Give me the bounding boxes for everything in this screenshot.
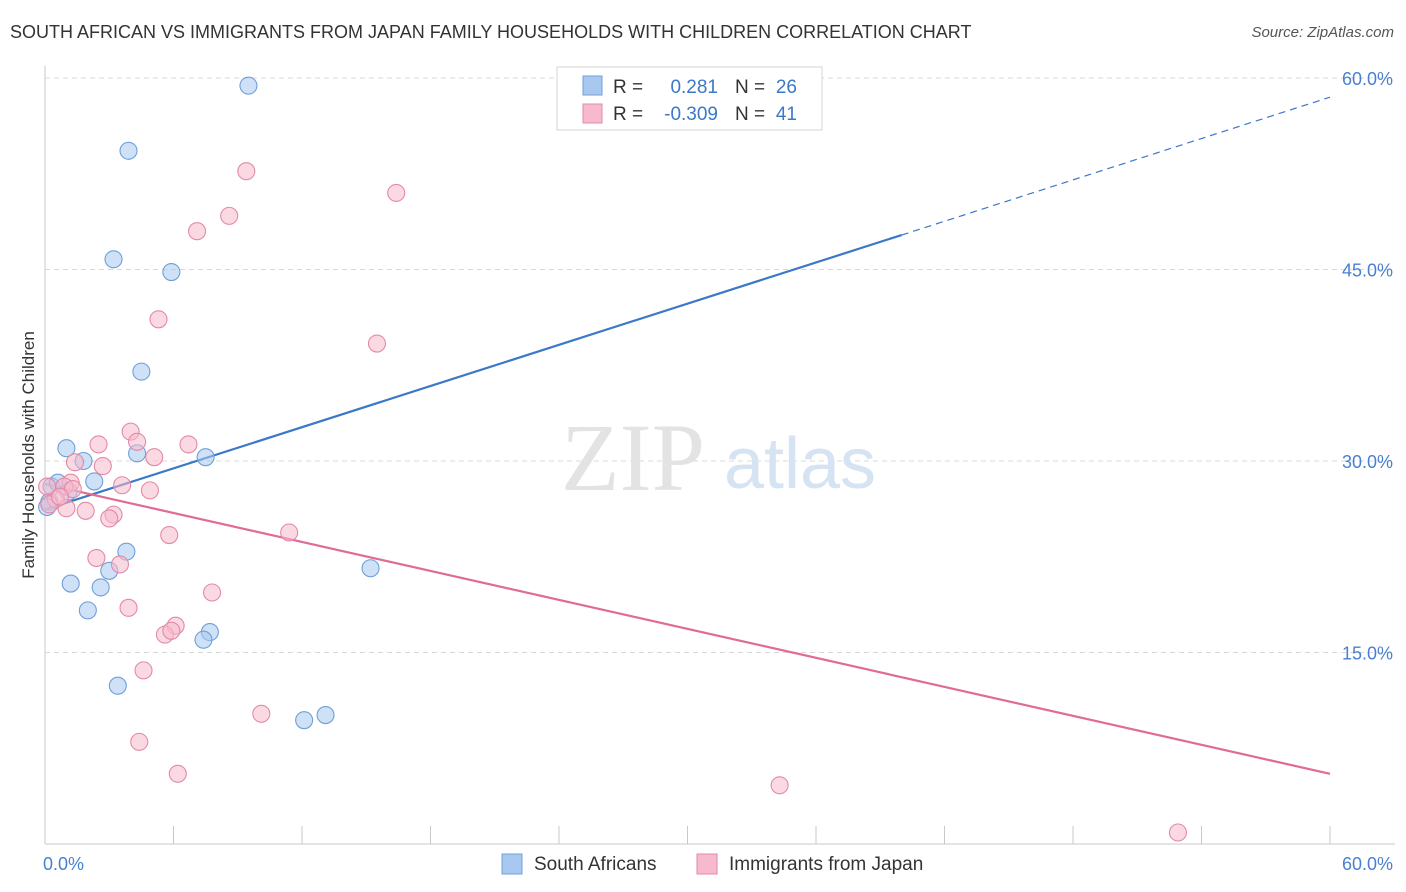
tick-labels: 15.0% 30.0% 45.0% 60.0% 0.0% 60.0%: [43, 69, 1393, 874]
point-immigrants-japan: [113, 476, 132, 495]
point-immigrants-japan: [770, 776, 789, 795]
point-immigrants-japan: [179, 435, 198, 454]
y-axis-label: Family Households with Children: [19, 331, 38, 579]
trendline-immigrants-japan: [44, 482, 1331, 775]
n-value-blue: 26: [776, 77, 797, 98]
point-south-africans: [239, 76, 258, 95]
point-south-africans: [119, 141, 138, 160]
point-immigrants-japan: [110, 555, 130, 574]
point-immigrants-japan: [140, 481, 159, 500]
r-label-pink: R =: [613, 104, 643, 125]
trend-lines: [44, 96, 1331, 775]
point-south-africans: [194, 630, 213, 649]
point-immigrants-japan: [128, 432, 147, 451]
point-immigrants-japan: [38, 477, 57, 496]
grid-lines: [45, 77, 1395, 653]
point-south-africans: [162, 263, 181, 282]
legend-label-south-africans: South Africans: [534, 854, 657, 875]
trendline-south-africans: [44, 233, 903, 511]
point-south-africans: [57, 439, 76, 458]
point-immigrants-japan: [203, 583, 222, 602]
point-south-africans: [196, 448, 215, 467]
n-value-pink: 41: [776, 104, 797, 125]
point-immigrants-japan: [237, 162, 256, 181]
pink-swatch: [582, 103, 603, 124]
point-south-africans: [295, 711, 314, 730]
point-immigrants-japan: [220, 206, 239, 225]
point-immigrants-japan: [367, 334, 387, 353]
y-tick-label: 60.0%: [1342, 69, 1393, 89]
chart-title: SOUTH AFRICAN VS IMMIGRANTS FROM JAPAN F…: [10, 22, 972, 42]
point-south-africans: [85, 472, 104, 491]
point-immigrants-japan: [149, 310, 168, 329]
n-label-blue: N =: [735, 77, 765, 98]
n-label-pink: N =: [735, 104, 765, 125]
point-south-africans: [104, 250, 123, 269]
point-immigrants-japan: [93, 457, 112, 476]
point-immigrants-japan: [87, 548, 106, 568]
series-legend: South Africans Immigrants from Japan: [501, 853, 923, 875]
r-label-blue: R =: [613, 77, 643, 98]
point-south-africans: [91, 578, 110, 597]
point-south-africans: [61, 574, 80, 593]
point-immigrants-japan: [76, 501, 95, 520]
r-value-pink: -0.309: [664, 104, 718, 125]
point-immigrants-japan: [1168, 823, 1187, 842]
blue-swatch: [582, 75, 603, 96]
point-immigrants-japan: [130, 732, 149, 751]
point-immigrants-japan: [280, 523, 299, 542]
point-immigrants-japan: [100, 509, 119, 528]
legend-label-immigrants-japan: Immigrants from Japan: [729, 854, 923, 875]
watermark-atlas: atlas: [724, 424, 876, 504]
point-immigrants-japan: [252, 704, 271, 723]
point-immigrants-japan: [188, 222, 207, 241]
point-immigrants-japan: [387, 183, 406, 202]
legend-swatch-immigrants-japan: [696, 853, 718, 875]
y-tick-label: 30.0%: [1342, 452, 1393, 472]
axes: [44, 66, 1395, 845]
point-immigrants-japan: [134, 661, 153, 680]
source-label: Source: ZipAtlas.com: [1251, 24, 1394, 41]
point-south-africans: [361, 559, 380, 578]
point-immigrants-japan: [145, 448, 164, 467]
legend-swatch-south-africans: [501, 853, 523, 875]
point-immigrants-japan: [119, 598, 138, 617]
y-tick-label: 15.0%: [1342, 644, 1393, 664]
point-south-africans: [316, 706, 335, 725]
trendline-south-africans-extension: [901, 96, 1331, 236]
x-tick-label: 0.0%: [43, 854, 84, 874]
point-immigrants-japan: [50, 487, 70, 506]
x-tick-label: 60.0%: [1342, 854, 1393, 874]
point-immigrants-japan: [168, 764, 187, 783]
point-immigrants-japan: [89, 435, 108, 454]
y-tick-label: 45.0%: [1342, 261, 1393, 281]
watermark: ZIP atlas: [561, 404, 876, 511]
watermark-zip: ZIP: [561, 404, 705, 511]
point-immigrants-japan: [162, 621, 181, 640]
data-points: [38, 76, 1187, 842]
point-south-africans: [108, 676, 127, 695]
r-value-blue: 0.281: [670, 77, 718, 98]
point-immigrants-japan: [65, 453, 85, 472]
stats-legend: R = 0.281 N = 26 R = -0.309 N = 41: [556, 66, 823, 131]
point-south-africans: [78, 601, 97, 620]
point-south-africans: [132, 362, 151, 381]
point-immigrants-japan: [160, 525, 179, 545]
